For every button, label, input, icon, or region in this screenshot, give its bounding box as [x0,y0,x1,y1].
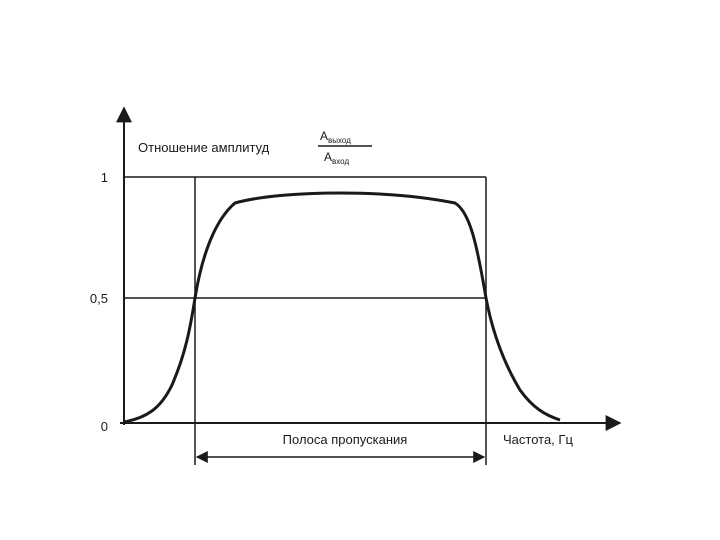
y-tick-0-5: 0,5 [90,291,108,306]
ratio-denominator-sub: вход [332,157,349,166]
response-curve [123,191,561,424]
y-axis-label: Отношение амплитуд [138,140,270,155]
ratio-numerator: Авыход [320,129,351,145]
passband-label: Полоса пропускания [283,432,408,447]
y-tick-0: 0 [101,419,108,434]
y-tick-1: 1 [101,170,108,185]
ratio-numerator-sub: выход [328,136,351,145]
ratio-denominator: Авход [324,150,349,166]
amplitude-ratio: Авыход Авход [318,129,372,166]
passband-label-bg [250,428,440,450]
x-axis-label: Частота, Гц [503,432,573,447]
